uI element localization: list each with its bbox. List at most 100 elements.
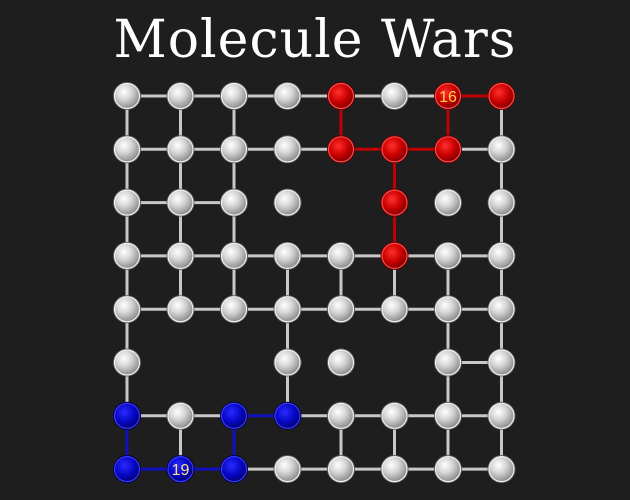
atom-neutral-3-1[interactable]	[166, 241, 195, 270]
atom-ball	[113, 296, 141, 323]
atom-neutral-2-1[interactable]	[166, 188, 195, 217]
atom-neutral-1-7[interactable]	[487, 135, 516, 164]
atom-red-1-5[interactable]	[380, 135, 409, 164]
atom-neutral-1-2[interactable]	[220, 135, 248, 164]
atom-neutral-6-5[interactable]	[380, 401, 409, 430]
atom-neutral-7-4[interactable]	[327, 455, 355, 484]
atom-neutral-0-0[interactable]	[113, 82, 141, 110]
atom-neutral-3-7[interactable]	[487, 241, 516, 270]
atom-neutral-4-0[interactable]	[113, 295, 141, 324]
atom-ball	[274, 296, 301, 323]
atom-ball	[434, 136, 462, 163]
atom-blue-6-0[interactable]	[113, 401, 141, 430]
atom-neutral-2-2[interactable]	[220, 188, 248, 217]
atom-ball	[381, 242, 408, 269]
atom-ball	[327, 242, 355, 269]
atom-ball	[220, 402, 248, 429]
count-label-blue: 19	[172, 462, 190, 479]
atom-ball	[488, 456, 515, 483]
atom-neutral-2-3[interactable]	[273, 188, 302, 217]
atom-neutral-4-2[interactable]	[220, 295, 248, 324]
atom-ball	[488, 82, 515, 110]
atom-neutral-5-6[interactable]	[434, 348, 462, 377]
atom-neutral-0-1[interactable]	[166, 82, 195, 110]
atom-neutral-3-0[interactable]	[113, 241, 141, 270]
atom-neutral-4-6[interactable]	[434, 295, 462, 324]
atom-neutral-7-3[interactable]	[273, 455, 302, 484]
atom-red-0-4[interactable]	[327, 82, 355, 110]
atom-ball	[274, 136, 301, 163]
atom-blue-7-2[interactable]	[220, 455, 248, 484]
atom-neutral-4-5[interactable]	[380, 295, 409, 324]
atom-ball	[381, 189, 408, 216]
atom-ball	[434, 349, 462, 376]
count-label-red: 16	[439, 89, 457, 106]
atom-ball	[167, 296, 194, 323]
atom-neutral-3-4[interactable]	[327, 241, 355, 270]
atom-ball	[274, 349, 301, 376]
atom-blue-6-2[interactable]	[220, 401, 248, 430]
atom-neutral-1-3[interactable]	[273, 135, 302, 164]
atom-ball	[167, 242, 194, 269]
atom-ball	[113, 242, 141, 269]
atom-ball	[434, 402, 462, 429]
atom-neutral-5-7[interactable]	[487, 348, 516, 377]
game-title: Molecule Wars	[113, 10, 517, 70]
atom-neutral-1-1[interactable]	[166, 135, 195, 164]
atom-neutral-2-0[interactable]	[113, 188, 141, 217]
atom-neutral-7-5[interactable]	[380, 455, 409, 484]
atom-neutral-7-7[interactable]	[487, 455, 516, 484]
atom-neutral-6-4[interactable]	[327, 401, 355, 430]
atom-ball	[113, 402, 141, 429]
atom-neutral-0-2[interactable]	[220, 82, 248, 110]
atom-ball	[327, 456, 355, 483]
atom-neutral-5-3[interactable]	[273, 348, 302, 377]
atom-neutral-5-0[interactable]	[113, 348, 141, 377]
atom-neutral-0-5[interactable]	[380, 82, 409, 110]
atom-neutral-0-3[interactable]	[273, 82, 302, 110]
atom-neutral-2-6[interactable]	[434, 188, 462, 217]
atom-neutral-3-3[interactable]	[273, 241, 302, 270]
atom-ball	[220, 242, 248, 269]
atom-ball	[113, 189, 141, 216]
atom-neutral-1-0[interactable]	[113, 135, 141, 164]
atom-neutral-6-6[interactable]	[434, 401, 462, 430]
atom-ball	[327, 296, 355, 323]
atom-red-0-7[interactable]	[487, 82, 516, 110]
atom-red-3-5[interactable]	[380, 241, 409, 270]
atom-neutral-3-2[interactable]	[220, 241, 248, 270]
atom-ball	[488, 189, 515, 216]
atom-ball	[274, 82, 301, 110]
atom-neutral-4-1[interactable]	[166, 295, 195, 324]
atom-blue-7-1[interactable]	[166, 455, 195, 484]
atom-ball	[167, 136, 194, 163]
atom-neutral-5-4[interactable]	[327, 348, 355, 377]
atom-ball	[113, 456, 141, 483]
atom-neutral-4-3[interactable]	[273, 295, 302, 324]
atom-blue-7-0[interactable]	[113, 455, 141, 484]
atom-red-1-4[interactable]	[327, 135, 355, 164]
atom-red-0-6[interactable]	[434, 82, 462, 110]
atom-ball	[220, 189, 248, 216]
atom-neutral-7-6[interactable]	[434, 455, 462, 484]
atom-neutral-2-7[interactable]	[487, 188, 516, 217]
atom-ball	[274, 242, 301, 269]
atom-neutral-3-6[interactable]	[434, 241, 462, 270]
atom-ball	[381, 82, 408, 110]
atom-ball	[434, 82, 462, 110]
atom-neutral-4-7[interactable]	[487, 295, 516, 324]
atom-ball	[327, 82, 355, 110]
atom-blue-6-3[interactable]	[273, 401, 302, 430]
atom-ball	[167, 402, 194, 429]
atom-ball	[113, 82, 141, 110]
atom-ball	[167, 189, 194, 216]
atom-neutral-4-4[interactable]	[327, 295, 355, 324]
atom-red-2-5[interactable]	[380, 188, 409, 217]
atom-red-1-6[interactable]	[434, 135, 462, 164]
atom-ball	[220, 136, 248, 163]
atom-neutral-6-7[interactable]	[487, 401, 516, 430]
atom-neutral-6-1[interactable]	[166, 401, 195, 430]
atom-ball	[488, 296, 515, 323]
